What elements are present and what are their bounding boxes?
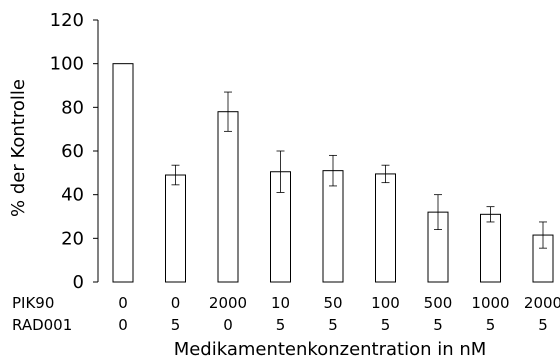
category-label: 0 [118,294,128,312]
y-tick-label: 80 [61,97,84,118]
category-label: 5 [328,316,338,334]
bar [322,170,344,283]
category-row-label: PIK90 [12,294,54,312]
bar [480,213,501,283]
y-tick-label: 0 [73,272,84,293]
category-label: 50 [323,294,342,312]
bar [217,111,239,283]
category-label: 0 [223,316,233,334]
error-bar [539,221,547,249]
category-row-label: RAD001 [12,316,72,334]
category-label: 5 [381,316,391,334]
error-bar [329,154,337,187]
y-tick-label: 100 [50,54,84,75]
category-label: 2000 [209,294,247,312]
error-bar [434,194,442,231]
error-bar [276,150,285,193]
y-tick-label: 20 [61,228,84,249]
y-tick-label: 60 [61,141,84,162]
error-bar [381,164,390,184]
y-tick-label: 40 [61,185,84,206]
category-label: 2000 [524,294,560,312]
error-bar [224,91,232,132]
error-bar [171,164,180,186]
category-label: 5 [276,316,286,334]
error-bar [486,206,495,223]
bar [112,63,134,283]
bars [112,63,554,283]
category-label: 5 [433,316,443,334]
bar [165,174,186,283]
category-label: 500 [424,294,453,312]
y-tick-label: 120 [50,10,84,31]
category-label: 0 [118,316,128,334]
category-label: 5 [538,316,548,334]
category-label: 100 [371,294,400,312]
category-label: 1000 [471,294,509,312]
y-axis-title: % der Kontrolle [8,79,29,217]
category-label: 0 [171,294,181,312]
x-axis-title: Medikamentenkonzentration in nM [174,339,487,360]
bar [375,173,396,283]
error-bars [171,91,547,249]
category-label: 5 [171,316,181,334]
category-label: 10 [271,294,290,312]
category-label: 5 [486,316,496,334]
y-axis: 0 20 40 60 80 100 120 [50,10,99,293]
